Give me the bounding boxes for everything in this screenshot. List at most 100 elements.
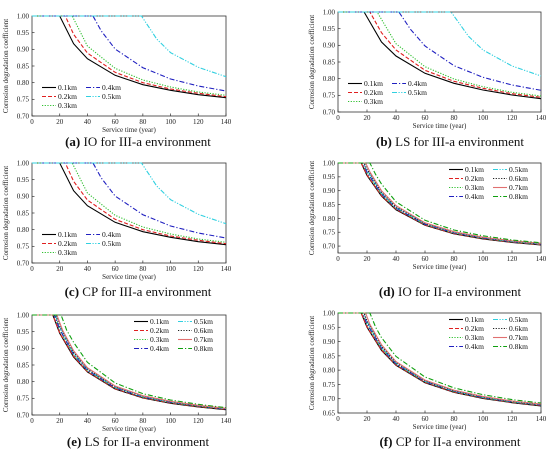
x-tick-label: 40 — [84, 417, 92, 425]
legend-label: 0.3km — [58, 248, 77, 257]
x-tick-label: 60 — [112, 265, 120, 273]
y-axis-label: Corrosion degradation coefficient — [2, 19, 10, 113]
y-axis-label: Corrosion degradation coefficient — [2, 166, 10, 260]
legend-label: 0.5km — [509, 165, 528, 174]
chart-panel-d: 0 20 40 60 80 100 120 140 0.70 0.75 0.80 0.85 0.90 0.… — [308, 159, 547, 299]
legend-label: 0.8km — [509, 342, 528, 351]
x-axis-label: Service time (year) — [413, 263, 467, 271]
y-tick-label: 0.80 — [17, 79, 30, 87]
x-tick-label: 100 — [478, 415, 489, 423]
legend-label: 0.2km — [465, 174, 484, 183]
x-tick-label: 140 — [221, 118, 232, 126]
series-line-0-2km — [32, 162, 227, 245]
x-tick-label: 120 — [193, 417, 204, 425]
y-tick-label: 0.75 — [17, 243, 30, 251]
legend-label: 0.4km — [150, 344, 169, 353]
legend-label: 0.6km — [194, 326, 213, 335]
series-line-0-3km — [32, 162, 227, 243]
x-tick-label: 140 — [221, 417, 232, 425]
y-tick-label: 0.75 — [17, 96, 30, 104]
y-tick-label: 0.65 — [323, 409, 336, 417]
legend-label: 0.3km — [364, 97, 383, 106]
panel-caption-text: IO for II-a environment — [395, 284, 522, 299]
plot-frame — [337, 162, 542, 254]
panel-caption-letter: (f) — [379, 434, 392, 449]
y-tick-label: 1.00 — [323, 159, 336, 167]
x-tick-label: 80 — [451, 114, 459, 122]
legend-label: 0.1km — [58, 83, 77, 92]
series-line-0-1km — [32, 162, 227, 246]
y-tick-label: 0.80 — [323, 367, 336, 375]
x-tick-label: 20 — [364, 255, 372, 263]
x-tick-label: 120 — [507, 255, 518, 263]
x-tick-label: 140 — [221, 265, 232, 273]
x-tick-label: 60 — [422, 114, 430, 122]
y-tick-label: 0.95 — [17, 328, 30, 336]
x-tick-label: 0 — [30, 265, 34, 273]
legend-label: 0.5km — [408, 88, 427, 97]
y-tick-label: 0.95 — [323, 324, 336, 332]
y-tick-label: 0.85 — [17, 361, 30, 369]
series-line-0-1km — [338, 11, 542, 100]
x-tick-label: 20 — [56, 417, 64, 425]
series-line-0-5km — [32, 162, 227, 225]
y-tick-label: 1.00 — [17, 311, 30, 319]
y-tick-label: 0.70 — [323, 395, 336, 403]
chart-panel-c: 0 20 40 60 80 100 120 140 0.70 0.75 0.80 0.85 0.90 0.… — [2, 159, 232, 299]
x-tick-label: 40 — [393, 255, 401, 263]
legend-label: 0.4km — [465, 192, 484, 201]
legend-label: 0.8km — [194, 344, 213, 353]
series-line-0-6km — [338, 162, 542, 245]
legend-label: 0.5km — [509, 315, 528, 324]
x-axis-label: Service time (year) — [102, 126, 156, 134]
panel-caption-text: CP for III-a environment — [79, 284, 212, 299]
y-tick-label: 0.80 — [323, 215, 336, 223]
x-tick-label: 80 — [139, 118, 147, 126]
y-tick-label: 1.00 — [323, 8, 336, 16]
x-tick-label: 40 — [84, 118, 92, 126]
y-tick-label: 0.95 — [323, 25, 336, 33]
panel-caption-letter: (c) — [65, 284, 79, 299]
y-tick-label: 0.80 — [17, 226, 30, 234]
legend-label: 0.1km — [465, 165, 484, 174]
x-tick-label: 40 — [393, 114, 401, 122]
x-tick-label: 100 — [478, 255, 489, 263]
legend-label: 0.7km — [194, 335, 213, 344]
x-tick-label: 20 — [364, 415, 372, 423]
legend-label: 0.2km — [465, 324, 484, 333]
y-axis-label: Corrosion degradation coefficient — [2, 318, 10, 412]
panel-caption: (d) IO for II-a environment — [379, 284, 522, 299]
y-tick-label: 0.75 — [17, 395, 30, 403]
x-tick-label: 100 — [165, 265, 176, 273]
x-tick-label: 80 — [451, 415, 459, 423]
legend-label: 0.1km — [364, 79, 383, 88]
legend-label: 0.4km — [102, 83, 121, 92]
legend-label: 0.7km — [509, 183, 528, 192]
y-tick-label: 0.75 — [323, 229, 336, 237]
x-tick-label: 140 — [536, 255, 547, 263]
y-tick-label: 0.70 — [323, 242, 336, 250]
series-line-0-3km — [32, 15, 227, 96]
x-tick-label: 40 — [84, 265, 92, 273]
y-tick-label: 0.85 — [17, 209, 30, 217]
legend-label: 0.3km — [58, 101, 77, 110]
y-tick-label: 1.00 — [17, 159, 30, 167]
chart-panel-a: 0 20 40 60 80 100 120 140 0.70 0.75 0.80 0.85 0.90 0.… — [2, 12, 232, 149]
series-line-0-8km — [338, 312, 542, 404]
y-tick-label: 1.00 — [17, 12, 30, 20]
panel-caption: (a) IO for III-a environment — [65, 134, 211, 149]
x-tick-label: 20 — [56, 118, 64, 126]
legend-label: 0.7km — [509, 333, 528, 342]
x-axis-label: Service time (year) — [102, 425, 156, 433]
y-tick-label: 1.00 — [323, 309, 336, 317]
panel-caption-letter: (a) — [65, 134, 80, 149]
x-tick-label: 0 — [30, 417, 34, 425]
panel-caption: (e) LS for II-a environment — [67, 434, 210, 449]
y-tick-label: 0.75 — [323, 92, 336, 100]
panel-caption: (b) LS for III-a environment — [376, 134, 524, 149]
panel-caption-letter: (e) — [67, 434, 81, 449]
y-tick-label: 0.70 — [323, 108, 336, 116]
x-tick-label: 0 — [336, 114, 340, 122]
legend-label: 0.8km — [509, 192, 528, 201]
